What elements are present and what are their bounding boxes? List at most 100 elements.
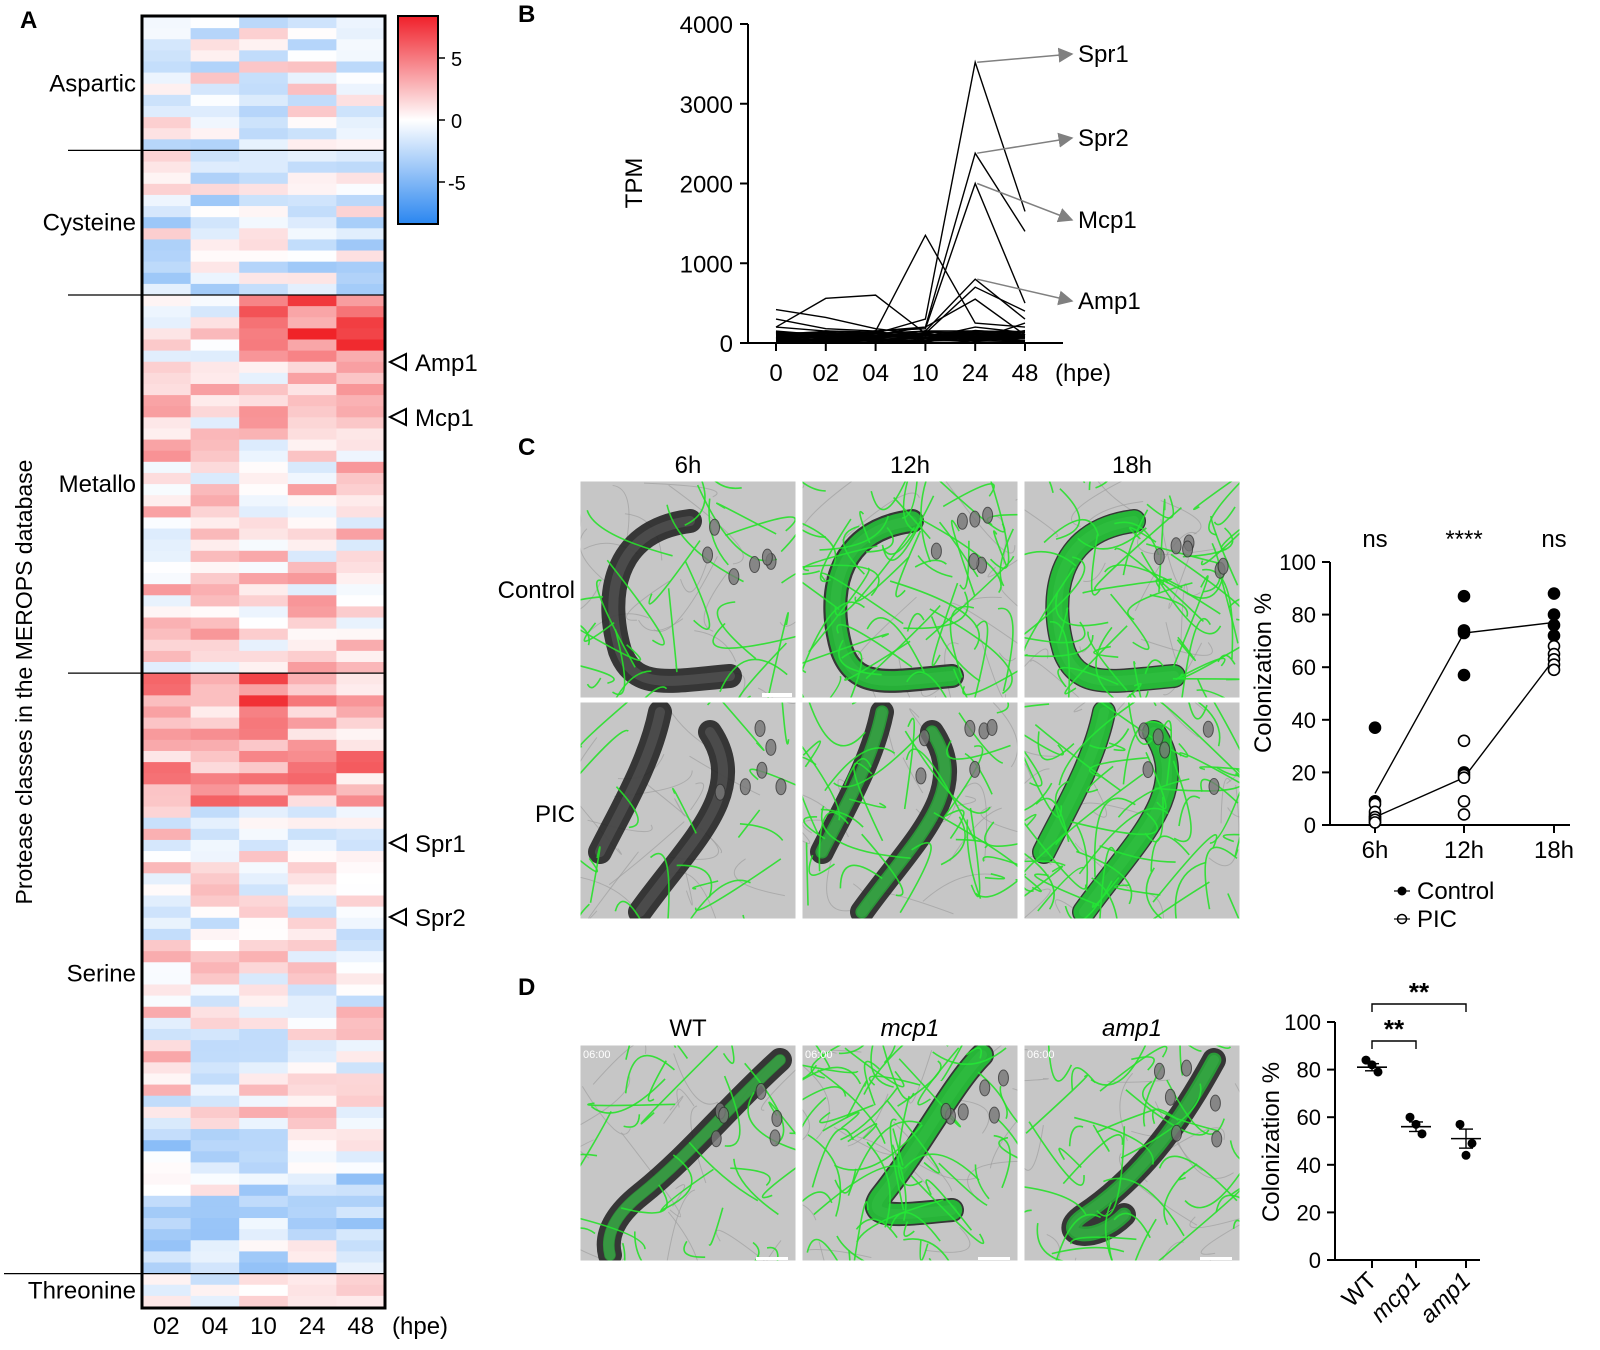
heatmap-x-tick: 24 — [299, 1313, 326, 1340]
heatmap-cell — [190, 1218, 240, 1230]
heatmap-cell — [142, 684, 192, 696]
heatmap-cell — [190, 1073, 240, 1086]
heatmap-cell — [287, 784, 337, 797]
heatmap-cell — [287, 484, 337, 496]
heatmap-cell — [239, 717, 289, 730]
heatmap-cell — [336, 806, 386, 819]
heatmap-cell — [287, 517, 337, 530]
heatmap-cell — [142, 350, 192, 363]
heatmap-cell — [336, 839, 386, 852]
d-x-tick-label: amp1 — [1415, 1267, 1477, 1329]
heatmap-cell — [239, 728, 289, 741]
heatmap-cell — [336, 317, 386, 329]
heatmap-cell — [142, 895, 192, 908]
heatmap-cell — [142, 283, 192, 296]
heatmap-cell — [190, 339, 240, 352]
heatmap-cell — [287, 650, 337, 663]
heatmap-cell — [142, 828, 192, 841]
heatmap-cell — [336, 1240, 386, 1252]
heatmap-cell — [190, 739, 240, 752]
heatmap-cell — [336, 706, 386, 719]
heatmap-cell — [142, 617, 192, 630]
heatmap-cell — [287, 406, 337, 418]
c-y-ticks: 0 20 40 60 80 100 — [1279, 550, 1330, 838]
colorbar-tick-0: 0 — [451, 111, 462, 133]
heatmap-cell — [190, 428, 240, 441]
heatmap-cell — [287, 539, 337, 552]
heatmap-cell — [287, 295, 337, 307]
heatmap-cell — [142, 217, 192, 229]
heatmap-cell — [336, 539, 386, 552]
heatmap-cell — [336, 1162, 386, 1175]
heatmap-cell — [190, 762, 240, 774]
heatmap-cell — [336, 995, 386, 1008]
heatmap-cell — [287, 50, 337, 63]
tpm-label-spr2: Spr2 — [1078, 125, 1129, 152]
heatmap-cell — [336, 17, 386, 29]
heatmap-cell — [336, 228, 386, 241]
heatmap-cell — [336, 1195, 386, 1208]
heatmap-cell — [287, 395, 337, 407]
heatmap-cell — [336, 439, 386, 452]
heatmap-cell — [190, 828, 240, 841]
heatmap-cell — [142, 361, 192, 374]
tpm-y-tick-label: 4000 — [680, 12, 733, 39]
heatmap-cell — [287, 973, 337, 986]
heatmap-cell — [336, 472, 386, 485]
tpm-line — [775, 322, 1026, 341]
heatmap-cell — [287, 105, 337, 118]
heatmap-cell — [287, 1106, 337, 1119]
heatmap-cell — [239, 1262, 289, 1275]
heatmap-cell — [239, 117, 289, 129]
heatmap-cell — [142, 128, 192, 140]
heatmap-cell — [142, 506, 192, 519]
heatmap-cell — [287, 1184, 337, 1197]
heatmap-cell — [190, 172, 240, 185]
heatmap-cell — [287, 706, 337, 719]
heatmap-cell — [190, 1262, 240, 1275]
heatmap-cell — [287, 328, 337, 341]
heatmap-cell — [239, 495, 289, 507]
c-point-control — [1457, 668, 1471, 682]
heatmap-cell — [287, 128, 337, 140]
heatmap-cell — [190, 239, 240, 252]
heatmap-cell — [336, 150, 386, 163]
heatmap-cell — [190, 1084, 240, 1097]
heatmap-cell — [142, 606, 192, 619]
heatmap-cell — [142, 773, 192, 785]
heatmap-cell — [239, 1006, 289, 1019]
heatmap-cell — [239, 617, 289, 630]
heatmap-cell — [239, 83, 289, 96]
heatmap-cell — [190, 1273, 240, 1286]
heatmap-cell — [239, 1162, 289, 1175]
heatmap-cell — [190, 1206, 240, 1219]
heatmap-cell — [239, 817, 289, 830]
heatmap-cell — [287, 1095, 337, 1108]
heatmap-cell — [336, 1062, 386, 1075]
heatmap-cell — [239, 484, 289, 496]
heatmap-cell — [142, 206, 192, 218]
heatmap-cell — [190, 484, 240, 496]
heatmap-cell — [142, 1284, 192, 1297]
heatmap-cell — [336, 495, 386, 507]
heatmap-cell — [142, 17, 192, 29]
heatmap-cell — [190, 795, 240, 808]
heatmap-cell — [287, 762, 337, 774]
heatmap-cell — [190, 617, 240, 630]
heatmap-cell — [336, 328, 386, 341]
c-point-control — [1547, 587, 1561, 600]
heatmap-cell — [239, 239, 289, 252]
heatmap-cell — [336, 361, 386, 374]
heatmap-cell — [142, 139, 192, 152]
heatmap — [142, 17, 386, 1308]
tpm-y-axis-label: TPM — [621, 158, 648, 209]
c-point-control — [1457, 589, 1471, 603]
c-significance: ns — [1362, 526, 1387, 553]
tpm-label-mcp1: Mcp1 — [1078, 207, 1137, 234]
heatmap-cell — [190, 1251, 240, 1264]
heatmap-cell — [190, 150, 240, 163]
heatmap-cell — [239, 1073, 289, 1086]
heatmap-cell — [336, 94, 386, 107]
heatmap-cell — [190, 61, 240, 74]
